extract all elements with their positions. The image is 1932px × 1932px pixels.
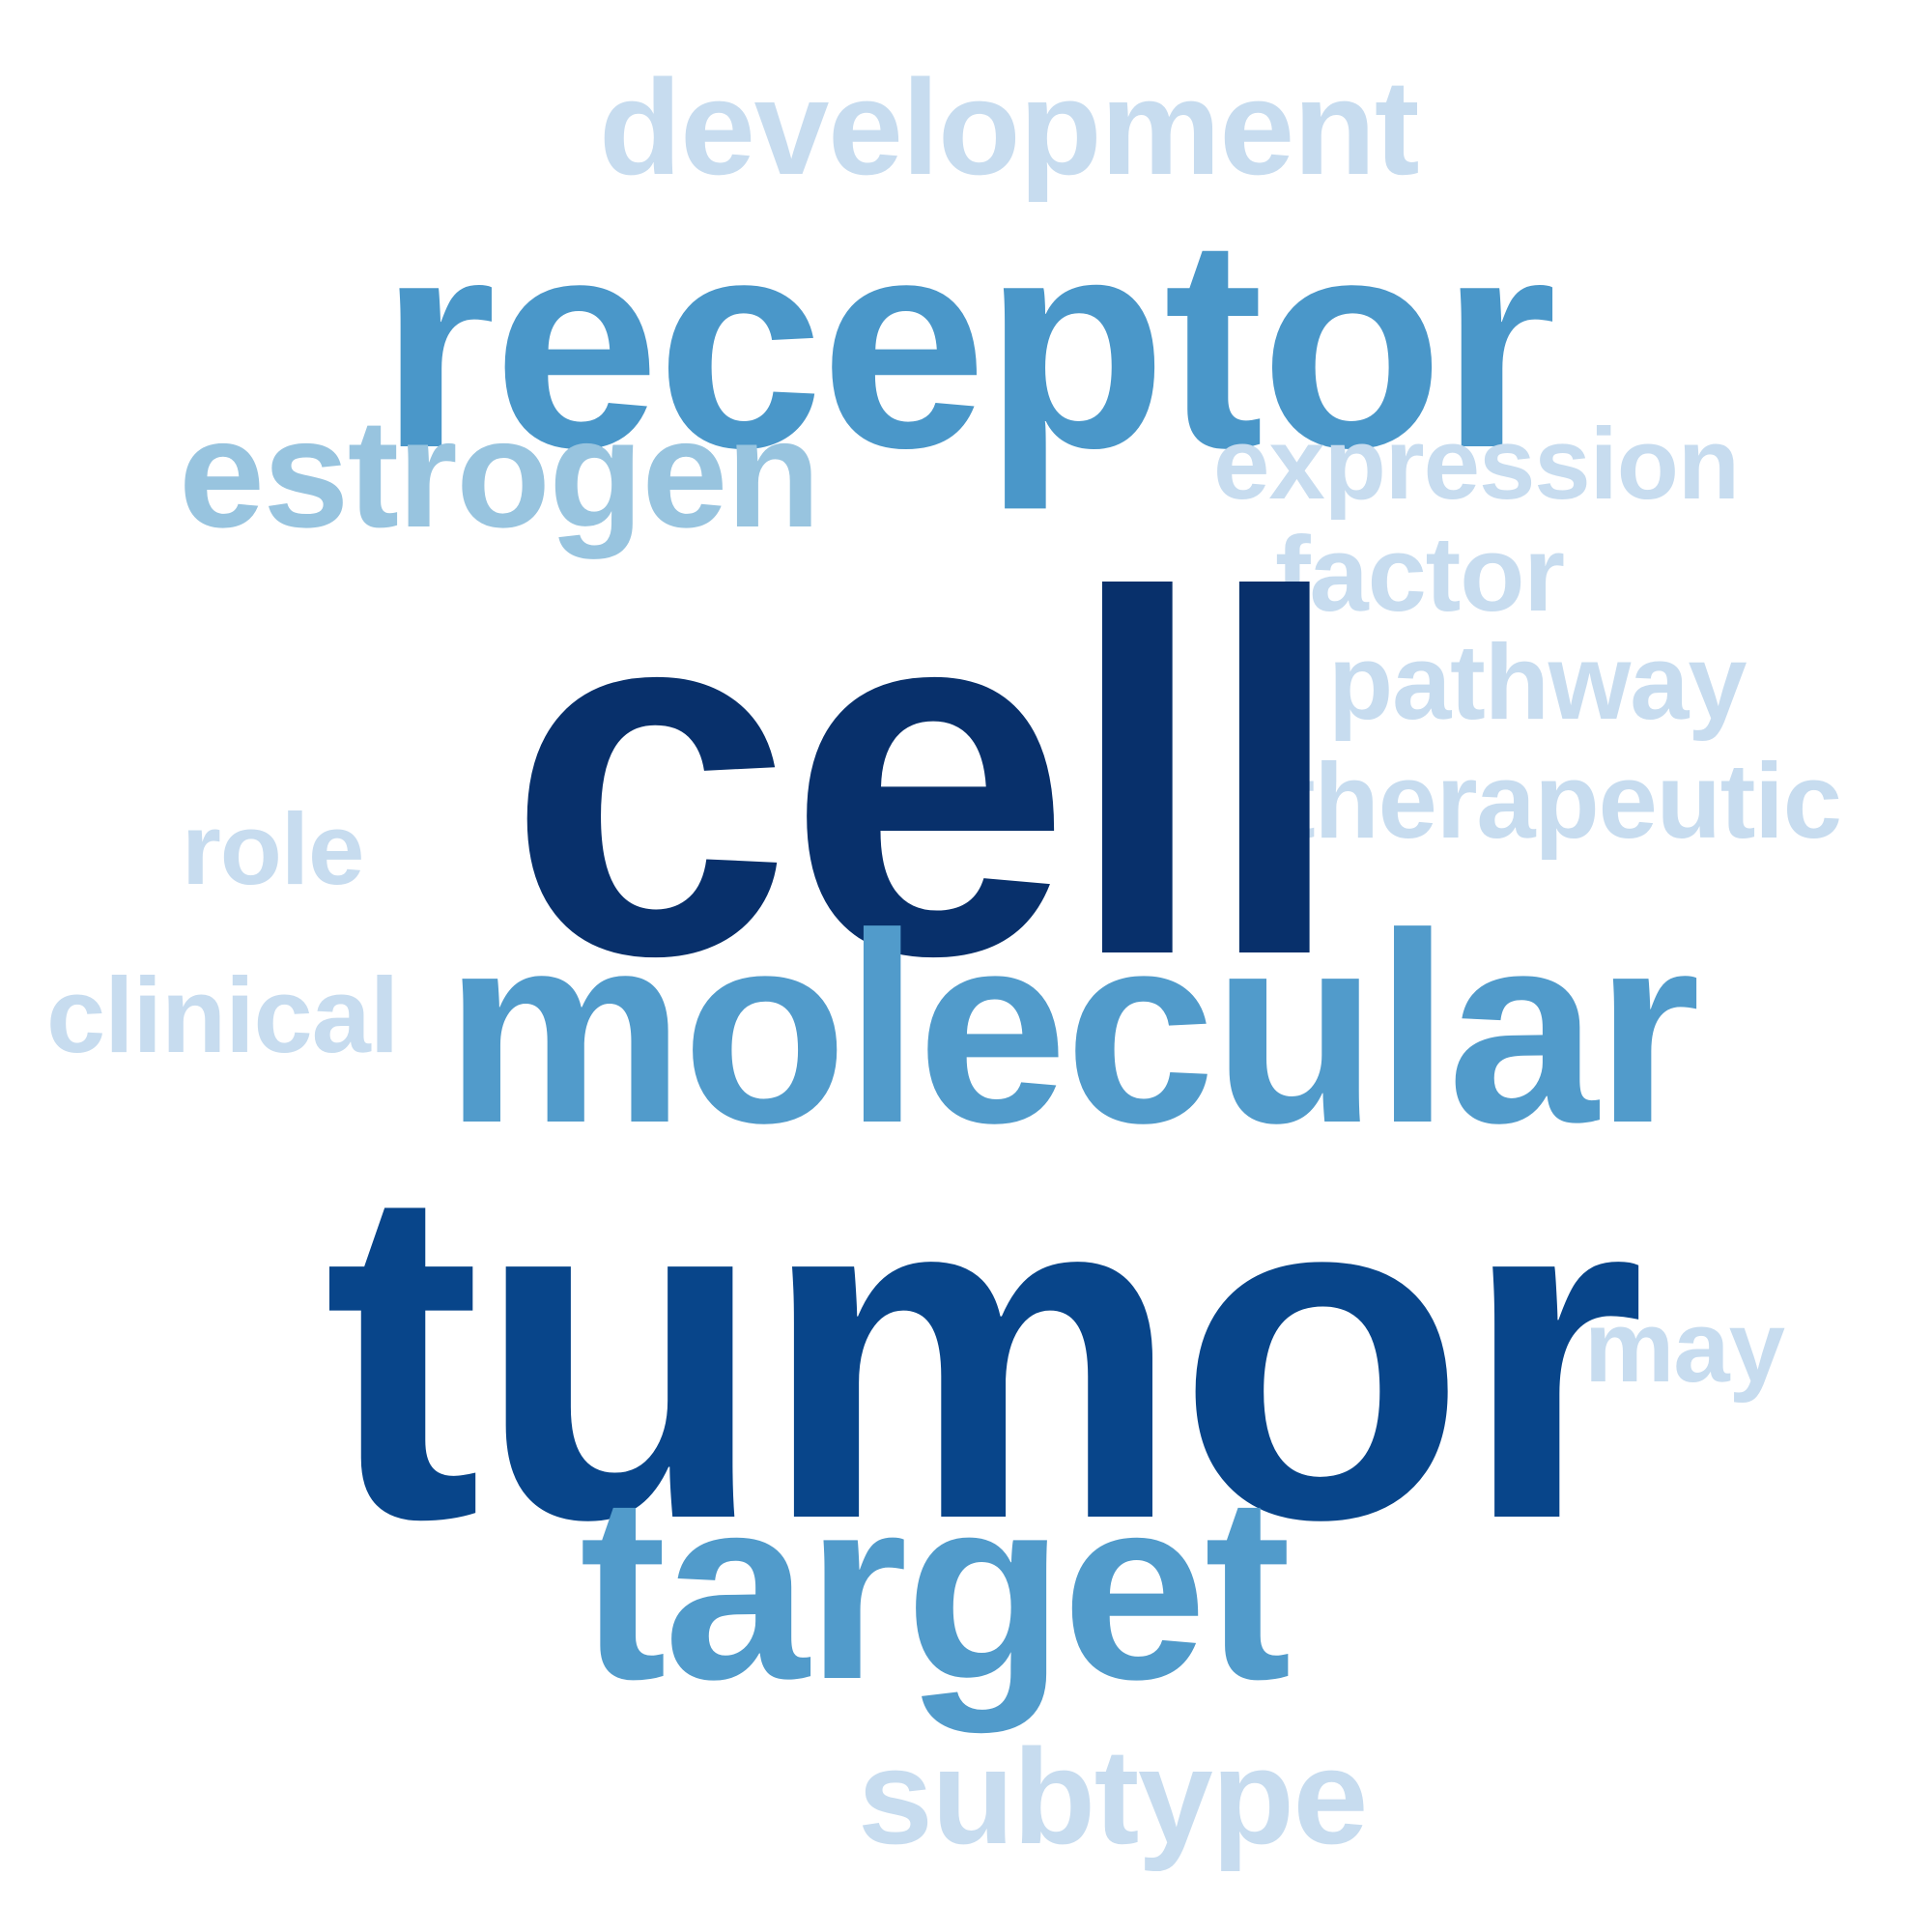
word-clinical: clinical — [46, 956, 399, 1075]
word-estrogen: estrogen — [179, 386, 821, 559]
word-cell: cell — [507, 490, 1346, 1062]
word-development: development — [599, 51, 1420, 203]
word-pathway: pathway — [1328, 623, 1747, 742]
word-target: target — [580, 1443, 1292, 1734]
word-expression: expression — [1213, 408, 1740, 521]
word-molecular: molecular — [444, 878, 1700, 1179]
word-factor: factor — [1275, 515, 1565, 634]
word-may: may — [1584, 1291, 1785, 1404]
word-tumor: tumor — [324, 1088, 1646, 1617]
word-subtype: subtype — [858, 1720, 1368, 1872]
word-therapeutic: therapeutic — [1280, 742, 1842, 861]
word-receptor: receptor — [380, 175, 1557, 510]
word-role: role — [182, 793, 364, 906]
